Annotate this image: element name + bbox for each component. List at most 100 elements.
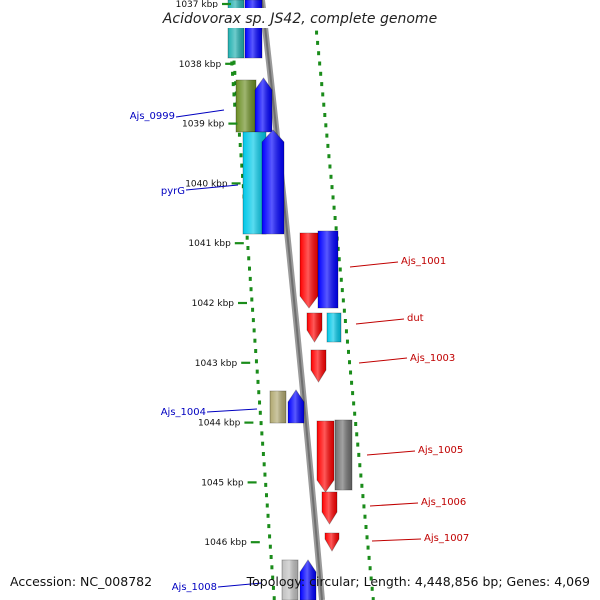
gene-label-text: Ajs_0999 <box>130 111 175 122</box>
gene-label-text: Ajs_1004 <box>161 407 206 418</box>
track-dot <box>261 452 265 456</box>
track-dot <box>250 297 254 302</box>
gene-label-text: dut <box>407 313 424 324</box>
kbp-ticks: 1037 kbp 1038 kbp 1039 kbp 1040 kbp 1041 kbp… <box>176 0 260 548</box>
track-dot <box>363 514 367 519</box>
track-dot <box>331 195 335 200</box>
track-dot <box>344 329 348 334</box>
kbp-tick: 1042 kbp <box>192 299 247 309</box>
track-dot <box>259 421 263 426</box>
track-dot <box>269 555 273 559</box>
gene-label-leader <box>366 450 416 456</box>
track-dot <box>318 61 322 66</box>
tick-label: 1038 kbp <box>179 60 222 70</box>
gene-label-text: Ajs_1008 <box>172 582 217 593</box>
track-dot <box>352 401 356 406</box>
track-dot <box>322 102 326 107</box>
cds-feature-forward <box>287 389 305 424</box>
track-dot <box>237 132 241 137</box>
track-dot <box>319 71 323 76</box>
map-title: Acidovorax sp. JS42, complete genome <box>162 11 437 27</box>
track-dot <box>324 123 328 128</box>
track-dot <box>358 463 362 468</box>
track-dot <box>252 328 256 333</box>
track-dot <box>353 411 357 416</box>
track-dot <box>315 30 319 35</box>
track-dot <box>371 597 375 600</box>
kbp-tick: 1041 kbp <box>188 239 244 249</box>
track-dot <box>265 503 269 508</box>
track-dot <box>350 380 354 385</box>
track-dot <box>262 462 266 467</box>
cog-feature <box>281 559 299 600</box>
gene-label-leader <box>358 357 408 364</box>
cds-feature-reverse <box>310 349 327 383</box>
track-dot <box>339 277 343 282</box>
cog-feature <box>326 312 342 343</box>
track-dot <box>231 71 235 76</box>
track-dot <box>361 494 365 499</box>
track-dot <box>261 441 265 446</box>
track-dot <box>326 143 330 148</box>
track-dot <box>321 92 325 97</box>
tick-label: 1046 kbp <box>204 538 247 548</box>
track-dot <box>359 473 363 478</box>
tick-label: 1045 kbp <box>201 478 244 488</box>
gene-label-text: Ajs_1003 <box>410 353 455 364</box>
gene-label-leader <box>175 109 225 118</box>
track-dot <box>266 513 270 518</box>
track-dot <box>253 338 257 343</box>
track-dot <box>325 133 329 138</box>
track-dot <box>233 102 237 107</box>
track-dot <box>343 319 347 323</box>
track-dot <box>340 288 344 293</box>
track-dot <box>267 524 271 529</box>
track-dot <box>249 287 253 292</box>
track-dot <box>247 256 251 261</box>
tick-label: 1037 kbp <box>176 0 219 10</box>
gene-label: Ajs_1007 <box>371 533 469 544</box>
track-dot <box>329 174 333 179</box>
accession-text: Accession: NC_008782 <box>10 574 152 589</box>
track-dot <box>370 586 374 591</box>
gene-label-leader <box>355 318 405 325</box>
cog-feature <box>334 419 353 491</box>
track-dot <box>254 349 258 353</box>
gene-label-leader <box>349 261 399 268</box>
gene-label: Ajs_1005 <box>366 445 463 456</box>
track-dot <box>323 113 327 117</box>
gene-label: dut <box>355 313 424 325</box>
track-dot <box>239 153 243 158</box>
track-dot <box>234 81 238 86</box>
title-backdrop <box>160 8 440 28</box>
tick-label: 1043 kbp <box>195 359 238 369</box>
track-dot <box>367 555 371 560</box>
track-dot <box>341 298 345 303</box>
track-dot <box>233 70 237 75</box>
track-dot <box>264 482 268 487</box>
track-dot <box>263 472 267 477</box>
gene-label-leader <box>206 408 258 413</box>
track-dot <box>270 565 274 570</box>
track-dot <box>366 545 370 550</box>
gene-label: Ajs_1003 <box>358 353 455 364</box>
track-dot <box>251 307 255 312</box>
kbp-tick: 1043 kbp <box>195 359 251 369</box>
track-dot <box>355 432 359 437</box>
cds-feature-reverse <box>299 232 319 309</box>
track-dot <box>260 431 264 436</box>
track-dot <box>247 266 251 271</box>
gene-label-text: pyrG <box>161 186 185 197</box>
track-dot <box>271 575 275 580</box>
track-dot <box>241 173 245 178</box>
track-dot <box>342 308 346 313</box>
gene-label-text: Ajs_1006 <box>421 497 466 508</box>
track-dot <box>264 493 268 498</box>
gene-label-leader <box>185 184 239 191</box>
cds-feature-reverse <box>321 491 338 525</box>
track-dot <box>327 154 331 159</box>
track-dot <box>346 349 350 354</box>
kbp-tick: 1046 kbp <box>204 538 260 548</box>
track-dot <box>238 143 242 147</box>
